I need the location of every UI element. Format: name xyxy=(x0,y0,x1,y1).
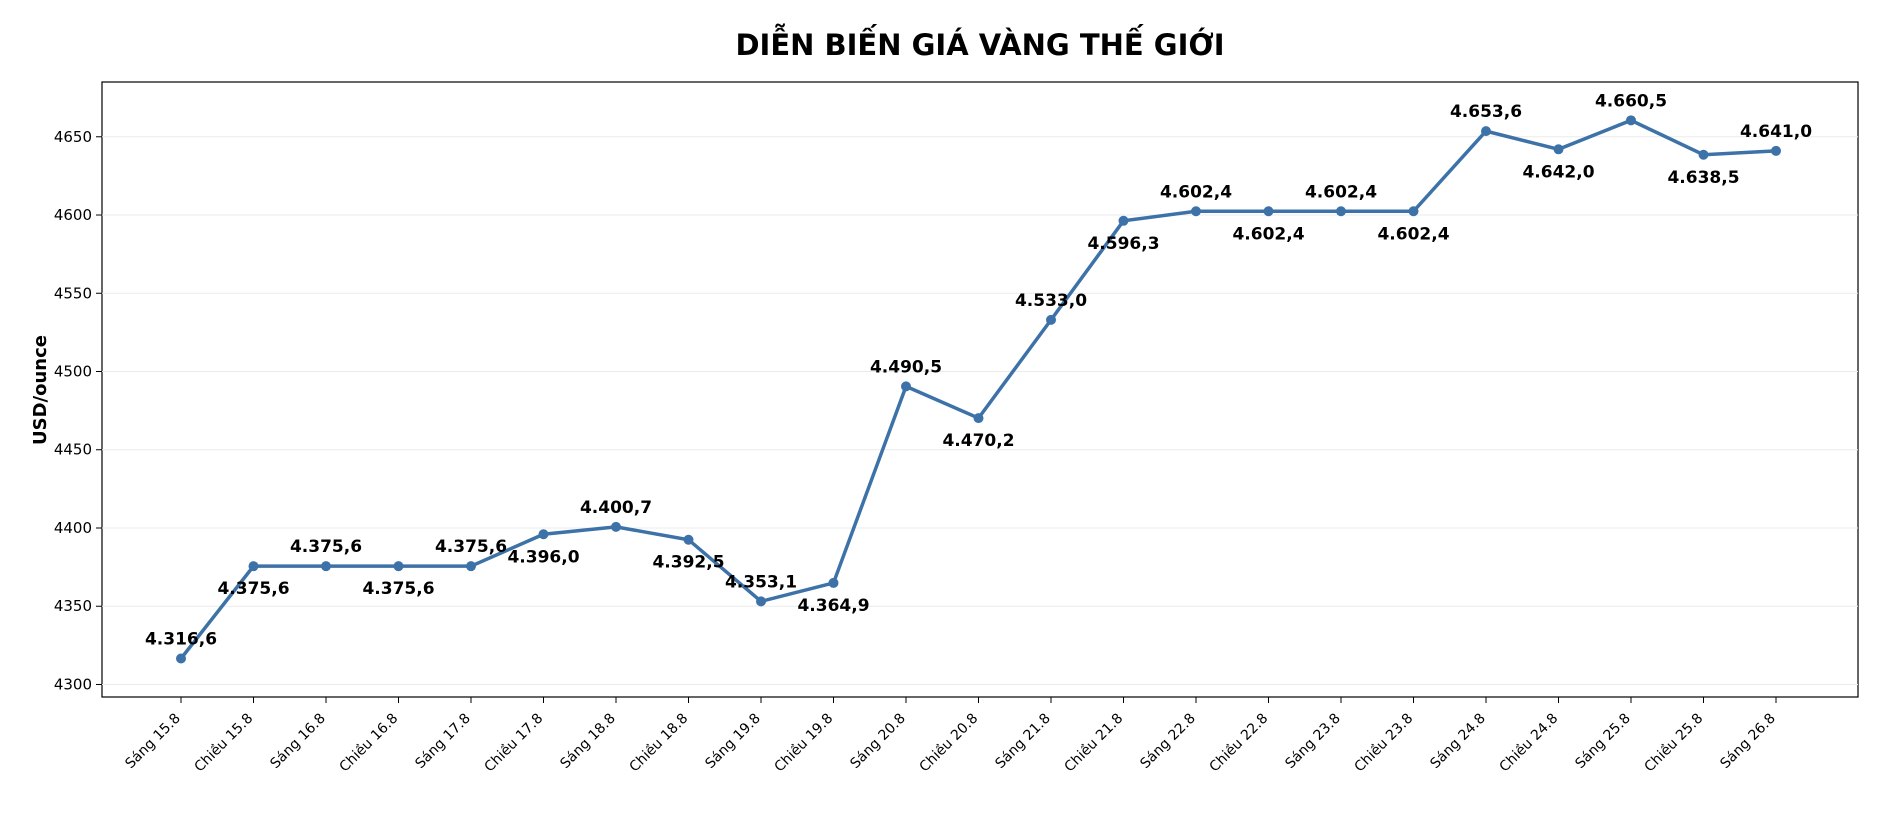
x-tick-label: Chiều 20.8 xyxy=(916,710,982,776)
marker xyxy=(393,561,404,572)
value-label: 4.602,4 xyxy=(1377,224,1449,244)
value-label: 4.353,1 xyxy=(725,572,797,592)
x-tick-label: Chiều 25.8 xyxy=(1641,710,1707,776)
x-tick-label: Chiều 19.8 xyxy=(771,710,837,776)
value-label: 4.375,6 xyxy=(362,579,434,599)
value-label: 4.602,4 xyxy=(1232,224,1304,244)
y-tick-label: 4550 xyxy=(54,284,92,302)
x-tick-label: Sáng 19.8 xyxy=(702,711,763,772)
marker xyxy=(683,534,694,545)
value-label: 4.490,5 xyxy=(870,357,942,377)
marker xyxy=(1771,145,1781,156)
marker xyxy=(321,561,331,572)
y-tick-label: 4500 xyxy=(54,363,92,381)
marker xyxy=(901,381,911,392)
marker xyxy=(828,577,839,588)
marker xyxy=(756,596,766,607)
y-tick-label: 4350 xyxy=(54,597,92,615)
x-tick-label: Chiều 21.8 xyxy=(1061,710,1127,776)
marker xyxy=(1263,206,1274,217)
value-label: 4.596,3 xyxy=(1087,234,1159,254)
marker xyxy=(1118,215,1129,226)
value-label: 4.660,5 xyxy=(1595,91,1667,111)
value-label: 4.400,7 xyxy=(580,498,652,518)
value-label: 4.375,6 xyxy=(435,537,507,557)
marker xyxy=(538,529,549,540)
y-tick-label: 4400 xyxy=(54,519,92,537)
x-tick-label: Sáng 22.8 xyxy=(1137,711,1198,772)
x-tick-label: Chiều 18.8 xyxy=(626,710,692,776)
value-label: 4.653,6 xyxy=(1450,102,1522,122)
x-tick-label: Sáng 26.8 xyxy=(1717,711,1778,772)
marker xyxy=(176,653,186,664)
marker xyxy=(1408,206,1419,217)
value-label: 4.602,4 xyxy=(1305,182,1377,202)
y-tick-label: 4300 xyxy=(54,675,92,693)
y-tick-label: 4600 xyxy=(54,206,92,224)
marker xyxy=(1553,144,1564,155)
marker xyxy=(1481,126,1491,137)
x-tick-label: Sáng 24.8 xyxy=(1427,711,1488,772)
value-label: 4.396,0 xyxy=(507,547,579,567)
x-tick-label: Chiều 23.8 xyxy=(1351,710,1417,776)
value-label: 4.642,0 xyxy=(1522,162,1594,182)
y-axis-label: USD/ounce xyxy=(30,335,51,445)
value-label: 4.602,4 xyxy=(1160,182,1232,202)
value-label: 4.392,5 xyxy=(652,553,724,573)
marker xyxy=(1191,206,1201,217)
marker xyxy=(1626,115,1636,126)
value-label: 4.375,6 xyxy=(217,579,289,599)
line xyxy=(179,118,1777,660)
marker xyxy=(1336,206,1346,217)
x-tick-label: Sáng 18.8 xyxy=(557,711,618,772)
value-label: 4.533,0 xyxy=(1015,291,1087,311)
x-tick-label: Sáng 16.8 xyxy=(267,711,328,772)
marker xyxy=(1046,314,1056,325)
x-tick-label: Chiều 17.8 xyxy=(481,710,547,776)
x-tick-label: Sáng 21.8 xyxy=(992,711,1053,772)
chart-title: DIỄN BIẾN GIÁ VÀNG THẾ GIỚI xyxy=(735,24,1224,62)
x-tick-label: Sáng 20.8 xyxy=(847,711,908,772)
value-label: 4.364,9 xyxy=(797,596,869,616)
marker xyxy=(973,413,984,424)
y-tick-label: 4650 xyxy=(54,128,92,146)
x-tick-label: Sáng 17.8 xyxy=(412,711,473,772)
x-tick-label: Chiều 24.8 xyxy=(1496,710,1562,776)
plot-frame xyxy=(101,81,1859,698)
x-tick-label: Chiều 15.8 xyxy=(191,710,257,776)
marker xyxy=(1698,149,1709,160)
value-label: 4.641,0 xyxy=(1740,122,1812,142)
x-tick-label: Chiều 22.8 xyxy=(1206,710,1272,776)
x-tick-label: Chiều 16.8 xyxy=(336,710,402,776)
value-label: 4.638,5 xyxy=(1667,168,1739,188)
marker xyxy=(466,561,476,572)
value-label: 4.375,6 xyxy=(290,537,362,557)
x-tick-label: Sáng 23.8 xyxy=(1282,711,1343,772)
marker xyxy=(248,561,259,572)
x-tick-label: Sáng 15.8 xyxy=(122,711,183,772)
marker xyxy=(611,521,621,532)
y-tick-label: 4450 xyxy=(54,441,92,459)
x-tick-label: Sáng 25.8 xyxy=(1572,711,1633,772)
value-label: 4.470,2 xyxy=(942,431,1014,451)
value-label: 4.316,6 xyxy=(145,630,217,650)
